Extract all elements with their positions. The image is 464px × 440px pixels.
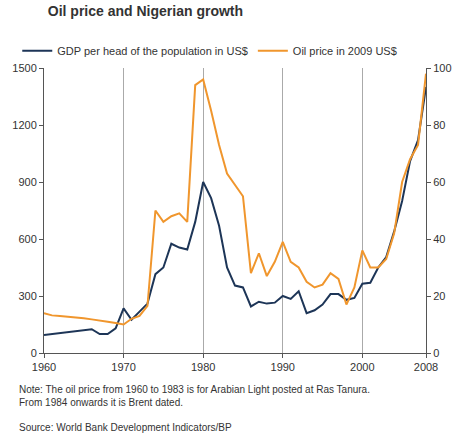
svg-text:1200: 1200 — [12, 119, 36, 131]
svg-text:1960: 1960 — [32, 361, 56, 373]
svg-text:1970: 1970 — [111, 361, 135, 373]
svg-text:100: 100 — [433, 62, 451, 74]
svg-text:0: 0 — [433, 347, 439, 359]
svg-text:GDP per head of the population: GDP per head of the population in US$ — [57, 45, 248, 57]
svg-text:900: 900 — [18, 176, 36, 188]
svg-text:300: 300 — [18, 290, 36, 302]
svg-text:40: 40 — [433, 233, 445, 245]
svg-text:1500: 1500 — [12, 62, 36, 74]
svg-text:Note: The oil price from 1960: Note: The oil price from 1960 to 1983 is… — [19, 384, 370, 408]
svg-text:2000: 2000 — [350, 361, 374, 373]
svg-text:2008: 2008 — [414, 361, 438, 373]
svg-text:1980: 1980 — [191, 361, 215, 373]
svg-text:0: 0 — [31, 347, 37, 359]
svg-text:60: 60 — [433, 176, 445, 188]
svg-text:600: 600 — [18, 233, 36, 245]
svg-text:Oil price and Nigerian growth: Oil price and Nigerian growth — [48, 3, 243, 19]
svg-text:80: 80 — [433, 119, 445, 131]
svg-text:1990: 1990 — [271, 361, 295, 373]
svg-text:Oil price in 2009 US$: Oil price in 2009 US$ — [293, 45, 397, 57]
svg-text:Source: World Bank Development: Source: World Bank Development Indicator… — [19, 422, 232, 433]
svg-text:20: 20 — [433, 290, 445, 302]
